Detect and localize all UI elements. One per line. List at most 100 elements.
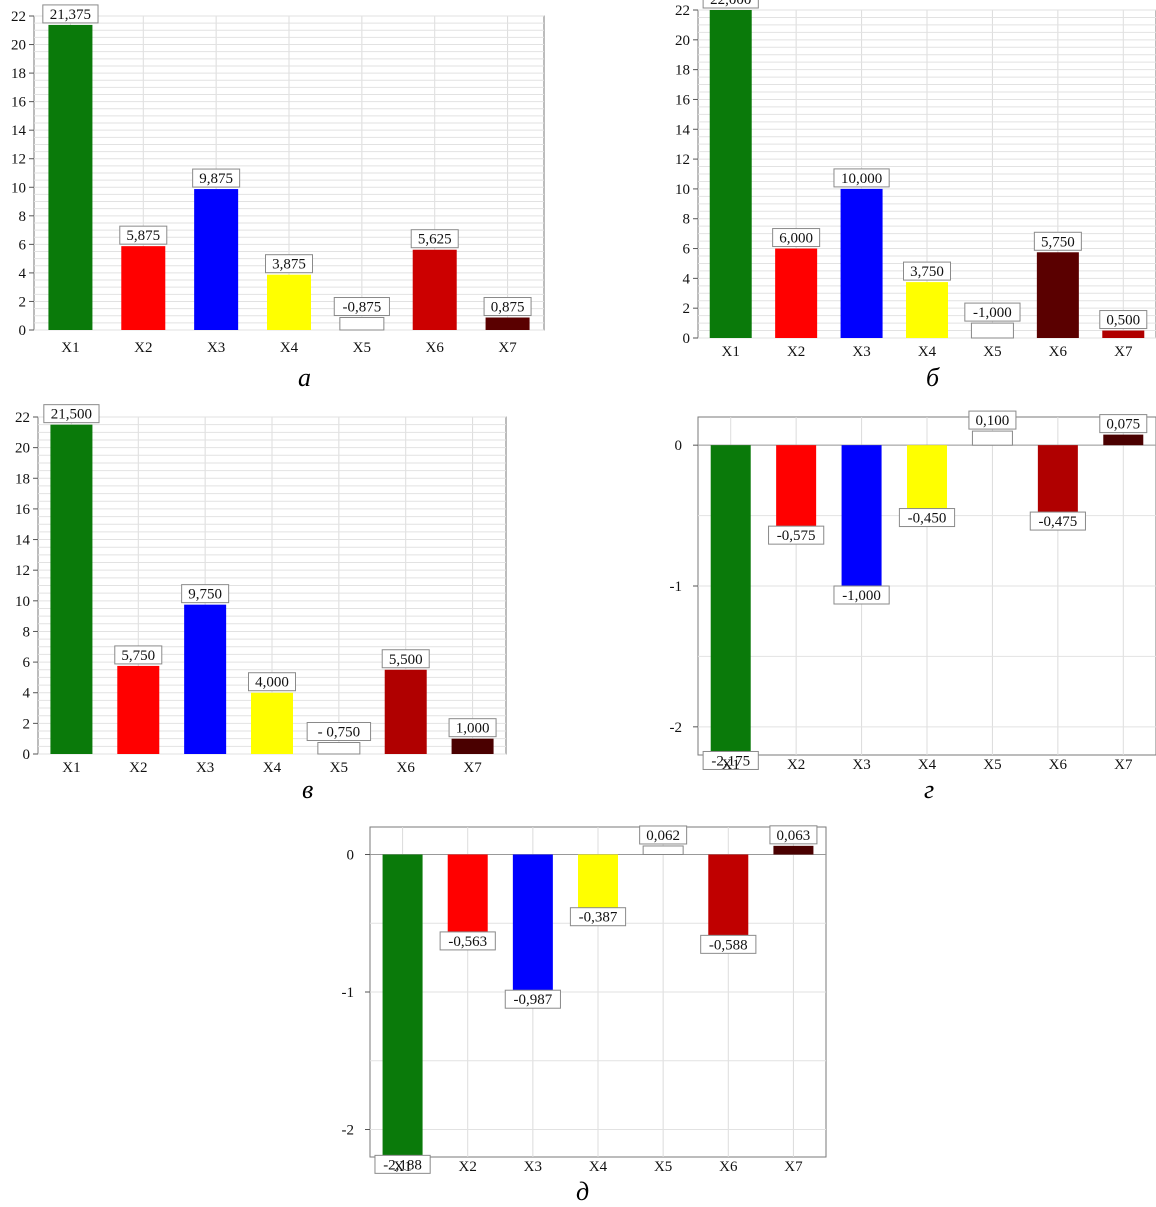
- data-label: -2,175: [711, 753, 750, 769]
- x-tick-label: X1: [61, 340, 79, 356]
- data-label-box: [439, 931, 496, 951]
- y-tick-label: 14: [675, 122, 691, 138]
- caption-b: б: [926, 363, 940, 392]
- x-tick-label: X2: [787, 344, 805, 360]
- x-tick-label: X5: [353, 340, 371, 356]
- y-tick-label: 18: [11, 66, 26, 82]
- bar-x4: [906, 282, 948, 338]
- bar-x4: [267, 274, 311, 330]
- y-tick-label: 22: [15, 410, 30, 426]
- bar-x5: [971, 430, 1013, 446]
- x-tick-label: X1: [722, 757, 740, 773]
- data-label-box: [700, 934, 757, 954]
- x-tick-label: X6: [397, 760, 416, 776]
- y-tick-label: 14: [15, 533, 31, 549]
- caption-a: а: [298, 363, 311, 392]
- bar-x2: [775, 248, 818, 338]
- x-tick-label: X7: [1114, 344, 1133, 360]
- bar-x1: [710, 445, 751, 752]
- data-label-box: [119, 225, 168, 245]
- bar-x5: [317, 742, 361, 755]
- chart-panel-b: 0 2 4 6 8 10 12 14 16 18 20 22 22,000 X1 6,000 X2 10,000…: [660, 0, 1156, 400]
- data-label: 5,750: [121, 648, 155, 664]
- y-tick-label: -2: [342, 1123, 355, 1139]
- data-label: -0,475: [1038, 514, 1077, 530]
- y-tick-label: 22: [11, 9, 26, 25]
- x-tick-label: X7: [784, 1159, 803, 1175]
- x-tick-label: X5: [983, 344, 1001, 360]
- data-label: 9,750: [188, 587, 222, 603]
- y-tick-label: 12: [11, 152, 26, 168]
- data-label: 0,062: [646, 828, 680, 844]
- y-tick-label: 20: [11, 38, 26, 54]
- caption-g: г: [924, 775, 935, 804]
- caption-v: в: [302, 775, 314, 804]
- y-tick-label: 4: [19, 266, 27, 282]
- bar-x6: [384, 669, 427, 754]
- bar-x6: [1036, 252, 1079, 338]
- y-tick-label: 2: [23, 716, 31, 732]
- y-tick-label: 14: [11, 123, 27, 139]
- x-tick-label: X1: [62, 760, 80, 776]
- y-tick-label: 0: [19, 323, 27, 339]
- data-label-box: [483, 297, 532, 317]
- x-tick-label: X6: [1049, 344, 1068, 360]
- bar-x1: [709, 10, 752, 338]
- data-label: -0,575: [777, 528, 816, 544]
- bar-x1: [48, 24, 93, 331]
- x-tick-label: X2: [134, 340, 152, 356]
- y-tick-label: 6: [683, 242, 691, 258]
- data-label-box: [569, 907, 627, 927]
- y-tick-label: 10: [675, 182, 690, 198]
- bar-x7: [485, 317, 530, 330]
- y-tick-label: 2: [19, 294, 27, 310]
- grid-lines: [38, 416, 506, 755]
- data-label: 4,000: [255, 675, 289, 691]
- data-label-box: [42, 4, 99, 24]
- x-tick-label: X1: [393, 1159, 411, 1175]
- data-label: 22,000: [710, 0, 751, 8]
- y-tick-label: 4: [683, 271, 691, 287]
- bar-x6: [412, 249, 457, 330]
- x-tick-label: X4: [280, 340, 299, 356]
- data-label-box: [448, 718, 497, 738]
- y-tick-label: 16: [675, 92, 691, 108]
- data-label: -0,588: [709, 937, 748, 953]
- x-tick-label: X3: [852, 344, 870, 360]
- y-tick-label: 16: [11, 95, 27, 111]
- chart-panel-d: 0 -1 -2 -2,188 X1 -0,563 X2 -0,987 X3 -0,387 X4 0,0…: [330, 815, 830, 1207]
- data-label-box: [181, 584, 230, 604]
- data-label-box: [333, 297, 390, 317]
- bar-x7: [773, 845, 814, 855]
- data-label: -0,875: [342, 300, 381, 316]
- x-tick-label: X3: [196, 760, 214, 776]
- bar-x2: [117, 665, 160, 754]
- data-label-box: [833, 168, 890, 188]
- data-label-box: [1099, 310, 1148, 330]
- x-tick-label: X4: [263, 760, 282, 776]
- x-tick-label: X7: [1114, 757, 1133, 773]
- data-label: 5,875: [126, 228, 160, 244]
- bar-x1: [382, 854, 423, 1156]
- data-label: 10,000: [841, 171, 882, 187]
- chart-panel-g: 0 -1 -2 -2,175 X1 -0,575 X2 -1,000 X3 -0,450 X4 0,1…: [660, 405, 1156, 805]
- data-label-box: [968, 410, 1017, 430]
- data-label: 21,375: [50, 7, 91, 23]
- caption-d: д: [576, 1177, 590, 1206]
- y-tick-label: 8: [683, 212, 691, 228]
- data-label-box: [1033, 231, 1082, 251]
- y-tick-label: 16: [15, 502, 31, 518]
- y-tick-label: -1: [670, 579, 683, 595]
- y-tick-label: 6: [23, 655, 31, 671]
- bar-x7: [1103, 434, 1144, 446]
- bar-x3: [184, 604, 227, 754]
- data-label-box: [306, 722, 372, 742]
- data-label-box: [192, 168, 241, 188]
- y-tick-label: 0: [683, 331, 691, 347]
- bar-x2: [447, 854, 488, 932]
- data-label: 21,500: [51, 407, 92, 423]
- y-tick-label: 8: [23, 624, 31, 640]
- x-tick-label: X6: [1049, 757, 1068, 773]
- x-tick-label: X3: [207, 340, 225, 356]
